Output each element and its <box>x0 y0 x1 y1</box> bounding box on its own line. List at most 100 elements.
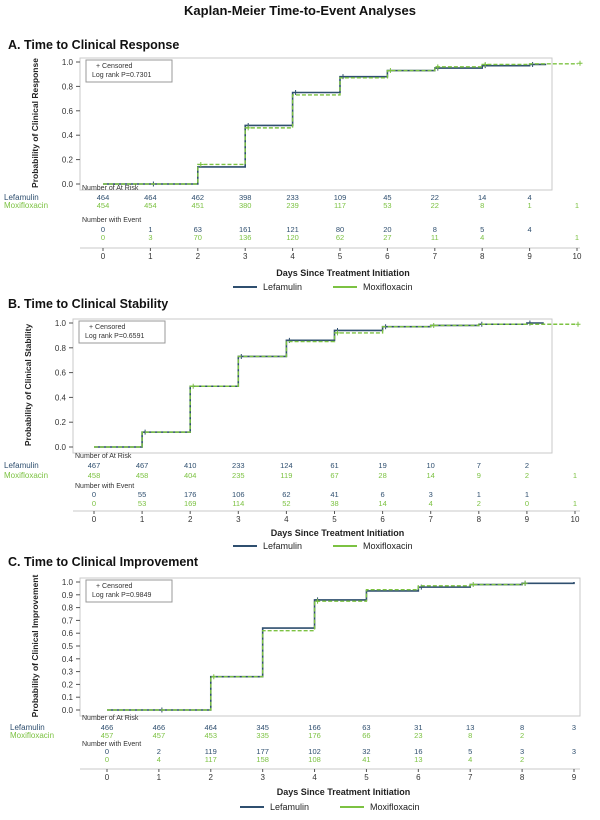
y-tick-label: 0.6 <box>62 107 74 116</box>
y-tick-label: 0.3 <box>62 668 74 677</box>
event-value: 0 <box>101 233 105 242</box>
x-tick-label: 7 <box>468 773 473 782</box>
event-value: 3 <box>148 233 152 242</box>
at-risk-value: 454 <box>97 201 110 210</box>
logrank-box: + Censored Log rank P=0.9849 <box>85 579 173 603</box>
censor-mark <box>522 580 528 586</box>
event-value: 158 <box>256 755 269 764</box>
y-tick-label: 0.8 <box>62 82 74 91</box>
x-tick-label: 10 <box>573 252 582 261</box>
y-tick-label: 1.0 <box>62 58 74 67</box>
risk-row-label: Moxifloxacin <box>4 201 48 210</box>
event-value: 1 <box>575 233 579 242</box>
y-tick-label: 0.1 <box>62 693 74 702</box>
x-tick-label: 6 <box>380 515 385 524</box>
panel-b-title: B. Time to Clinical Stability <box>8 297 169 311</box>
x-axis-label: Days Since Treatment Initiation <box>276 268 410 278</box>
x-tick-label: 2 <box>209 773 214 782</box>
at-risk-header: Number of At Risk <box>82 185 139 192</box>
event-value: 102 <box>308 747 321 756</box>
risk-row-label: Lefamulin <box>4 461 39 470</box>
at-risk-value: 380 <box>239 201 252 210</box>
x-tick-label: 7 <box>433 252 438 261</box>
event-value: 0 <box>101 225 105 234</box>
chart-panel-c: 0.0 0.1 0.2 0.3 0.4 0.5 0.6 0.7 0.8 0.9 1.0 Probabi… <box>10 575 581 812</box>
censor-mark <box>575 321 581 327</box>
at-risk-value: 1 <box>528 201 532 210</box>
at-risk-value: 457 <box>101 731 114 740</box>
chart-panel-a: 0.0 0.2 0.4 0.6 0.8 1.0 Probability of Clinica… <box>4 57 583 292</box>
legend-label-lefamulin: Lefamulin <box>270 802 309 812</box>
censor-mark <box>431 322 437 328</box>
at-risk-header: Number of At Risk <box>75 453 132 460</box>
x-tick-label: 3 <box>236 515 241 524</box>
censor-mark <box>470 582 476 588</box>
risk-row-label: Lefamulin <box>4 193 39 202</box>
y-tick-label: 0.0 <box>62 180 74 189</box>
at-risk-value: 124 <box>280 461 293 470</box>
event-value: 2 <box>520 755 524 764</box>
event-value: 14 <box>378 499 386 508</box>
x-tick-label: 4 <box>284 515 289 524</box>
at-risk-value: 404 <box>184 471 197 480</box>
event-value: 13 <box>414 755 422 764</box>
at-risk-value: 2 <box>525 471 529 480</box>
at-risk-value: 63 <box>362 723 370 732</box>
event-value: 4 <box>157 755 161 764</box>
event-value: 1 <box>477 490 481 499</box>
at-risk-value: 462 <box>192 193 205 202</box>
event-value: 62 <box>336 233 344 242</box>
event-value: 1 <box>148 225 152 234</box>
event-value: 5 <box>480 225 484 234</box>
at-risk-value: 464 <box>97 193 110 202</box>
event-value: 62 <box>282 490 290 499</box>
at-risk-value: 458 <box>88 471 101 480</box>
event-value: 136 <box>239 233 252 242</box>
events-header: Number with Event <box>75 483 134 490</box>
event-value: 177 <box>256 747 269 756</box>
at-risk-value: 457 <box>153 731 166 740</box>
at-risk-value: 235 <box>232 471 245 480</box>
at-risk-value: 233 <box>286 193 299 202</box>
censor-mark <box>245 125 251 131</box>
at-risk-value: 2 <box>525 461 529 470</box>
at-risk-value: 454 <box>144 201 157 210</box>
logrank-text: Log rank P=0.9849 <box>92 592 151 599</box>
event-value: 114 <box>232 499 244 508</box>
event-value: 3 <box>520 747 524 756</box>
y-tick-label: 1.0 <box>55 319 67 328</box>
at-risk-value: 109 <box>334 193 347 202</box>
event-value: 0 <box>92 490 96 499</box>
event-value: 3 <box>572 747 576 756</box>
event-value: 2 <box>477 499 481 508</box>
event-value: 41 <box>330 490 338 499</box>
event-value: 70 <box>194 233 202 242</box>
event-value: 120 <box>286 233 299 242</box>
event-value: 55 <box>138 490 146 499</box>
km-curve-lefamulin <box>103 63 547 185</box>
figure-title: Kaplan-Meier Time-to-Event Analyses <box>184 3 416 18</box>
legend-label-moxifloxacin: Moxifloxacin <box>363 282 413 292</box>
event-value: 0 <box>105 747 109 756</box>
at-risk-value: 119 <box>280 471 292 480</box>
at-risk-value: 13 <box>466 723 474 732</box>
at-risk-value: 1 <box>575 201 579 210</box>
x-tick-label: 5 <box>338 252 343 261</box>
event-value: 6 <box>381 490 385 499</box>
censor-mark <box>293 90 299 95</box>
event-value: 11 <box>431 233 439 242</box>
event-value: 176 <box>184 490 197 499</box>
x-tick-label: 0 <box>105 773 110 782</box>
y-tick-label: 0.0 <box>55 443 67 452</box>
km-curve-moxifloxacin <box>107 583 523 711</box>
y-axis-label: Probability of Clinical Response <box>30 58 40 188</box>
event-value: 1 <box>573 499 577 508</box>
y-tick-label: 0.9 <box>62 591 74 600</box>
at-risk-value: 8 <box>480 201 484 210</box>
event-value: 5 <box>468 747 472 756</box>
at-risk-value: 464 <box>144 193 157 202</box>
risk-row-label: Moxifloxacin <box>4 471 48 480</box>
event-value: 0 <box>525 499 529 508</box>
x-tick-label: 1 <box>148 252 153 261</box>
logrank-text: Log rank P=0.6591 <box>85 333 144 340</box>
